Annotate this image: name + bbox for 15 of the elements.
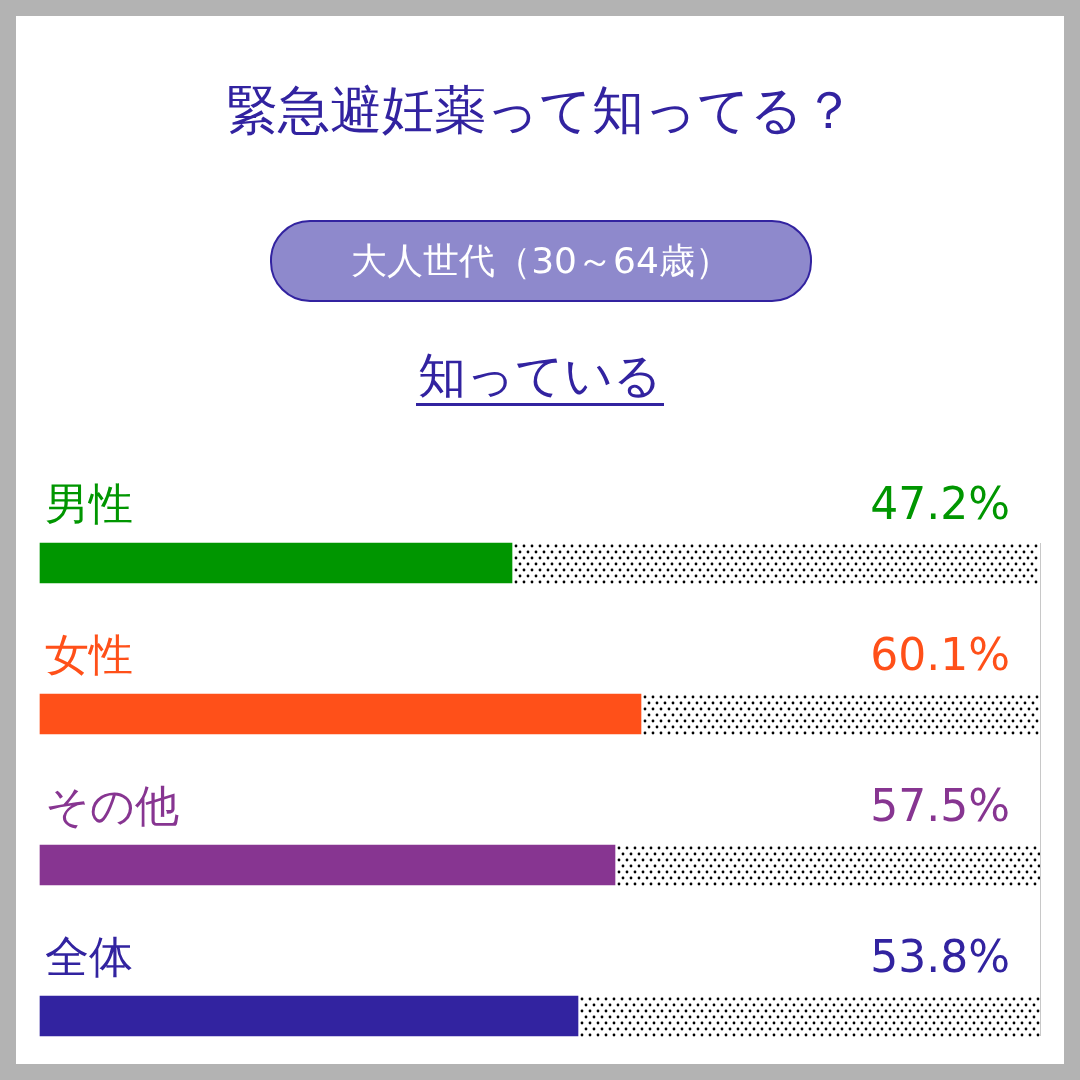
text: 知っている [416, 347, 664, 406]
data-label: 53.8% [870, 931, 1010, 982]
y-tick-label: 男性 [45, 478, 133, 529]
data-label: 47.2% [870, 478, 1010, 529]
bar [39, 542, 513, 584]
data-label: 60.1% [870, 629, 1010, 680]
y-tick-label: 全体 [45, 931, 133, 982]
y-tick-label: その他 [45, 780, 179, 831]
bar [39, 844, 616, 886]
bar [39, 995, 579, 1037]
data-label: 57.5% [870, 780, 1010, 831]
chart-subtitle: 大人世代（30～64歳） [270, 220, 812, 302]
y-tick-label: 女性 [45, 629, 133, 680]
bar [39, 693, 642, 735]
chart-title: 緊急避妊薬って知ってる？ [224, 79, 856, 142]
